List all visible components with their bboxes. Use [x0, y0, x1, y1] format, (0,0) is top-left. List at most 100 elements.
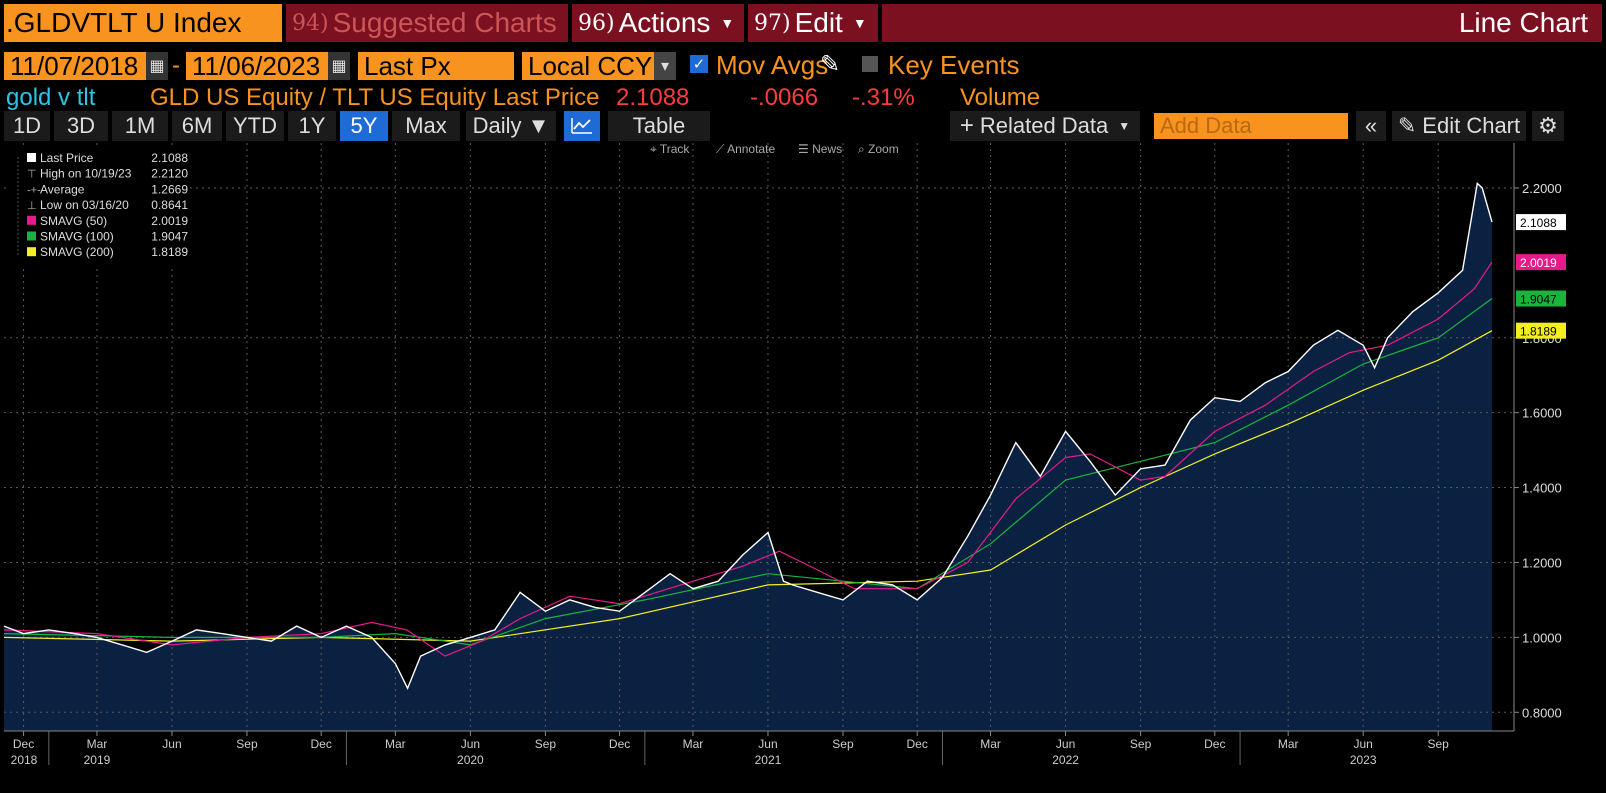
security-short-name: gold v tlt [6, 84, 96, 111]
add-data-input[interactable]: Add Data [1154, 113, 1348, 139]
series-line-smavg100 [3, 298, 1493, 646]
suggested-charts-number: 94) [292, 10, 329, 36]
ticker-field[interactable]: .GLDVTLT U Index [4, 4, 282, 42]
suggested-charts-label: Suggested Charts [332, 7, 557, 38]
x-tick-label: Sep [535, 737, 557, 751]
y-tick-label: 0.8000 [1522, 705, 1562, 720]
x-tick-label: Jun [1056, 737, 1075, 751]
price-field-select[interactable]: Last Px [358, 51, 514, 81]
currency-select[interactable]: Local CCY [522, 51, 654, 81]
y-tick-label: 1.4000 [1522, 481, 1562, 496]
legend-label: Low on 03/16/20 [40, 198, 129, 212]
chart-type-title: Line Chart [882, 4, 1602, 42]
legend-marker [27, 153, 36, 162]
end-value-badge [1516, 322, 1566, 339]
legend-label: Average [40, 182, 85, 196]
related-data-button[interactable]: + Related Data ▼ [950, 111, 1140, 141]
legend-value: 2.2120 [151, 167, 188, 181]
range-button-ytd[interactable]: YTD [226, 111, 284, 141]
frequency-select[interactable]: Daily ▼ [466, 111, 556, 141]
key-events-checkbox[interactable] [862, 56, 878, 72]
edit-menu[interactable]: 97) Edit ▼ [748, 4, 878, 42]
legend-value: 1.8189 [151, 245, 188, 259]
related-data-label: Related Data [979, 113, 1109, 138]
calendar-icon[interactable]: ▦ [328, 52, 350, 80]
x-tick-label: Dec [907, 737, 928, 751]
line-chart-svg[interactable]: 2.20001.80001.60001.40001.20001.00000.80… [0, 142, 1606, 788]
x-tick-label: Jun [1353, 737, 1372, 751]
chart-tool-annotate[interactable]: ⟋ Annotate [716, 142, 775, 156]
legend-label: High on 10/19/23 [40, 167, 132, 181]
end-value-label: 2.1088 [1520, 216, 1557, 230]
start-date-input[interactable]: 11/07/2018 [4, 51, 146, 81]
line-chart-icon[interactable] [564, 111, 600, 141]
volume-label: Volume [960, 84, 1041, 111]
title-bar: .GLDVTLT U Index 94) Suggested Charts 96… [0, 0, 1606, 44]
end-value-badge [1516, 254, 1566, 271]
end-value-badge [1516, 214, 1566, 231]
edit-chart-button[interactable]: ✎ Edit Chart [1392, 111, 1526, 141]
key-events-label: Key Events [888, 50, 1020, 80]
legend-label: SMAVG (200) [40, 245, 114, 259]
series-line-smavg200 [3, 330, 1493, 642]
caret-down-icon: ▼ [720, 15, 735, 31]
year-label: 2022 [1052, 753, 1079, 767]
end-value-label: 1.8189 [1520, 325, 1557, 339]
year-label: 2018 [11, 753, 38, 767]
change-value: -.0066 [750, 84, 819, 111]
x-tick-label: Mar [980, 737, 1001, 751]
x-tick-label: Dec [1204, 737, 1225, 751]
range-button-3d[interactable]: 3D [54, 111, 108, 141]
year-label: 2023 [1350, 753, 1377, 767]
y-tick-label: 1.6000 [1522, 406, 1562, 421]
end-value-label: 1.9047 [1520, 293, 1557, 307]
x-tick-label: Sep [236, 737, 258, 751]
mov-avgs-checkbox[interactable]: ✓ [690, 55, 708, 73]
range-button-6m[interactable]: 6M [172, 111, 222, 141]
range-button-1m[interactable]: 1M [112, 111, 168, 141]
range-button-1y[interactable]: 1Y [288, 111, 336, 141]
chart-tool-zoom[interactable]: ⌕ Zoom [858, 142, 899, 156]
year-label: 2019 [84, 753, 111, 767]
legend-value: 2.1088 [151, 151, 188, 165]
legend-marker [27, 215, 36, 225]
x-tick-label: Sep [1428, 737, 1450, 751]
chart-tool-track[interactable]: ⌖ Track [650, 142, 690, 156]
suggested-charts-button[interactable]: 94) Suggested Charts [286, 4, 568, 42]
end-value-badge [1516, 290, 1566, 307]
legend-marker: -+- [27, 184, 41, 196]
edit-number: 97) [754, 10, 791, 36]
range-button-5y[interactable]: 5Y [340, 111, 388, 141]
range-button-1d[interactable]: 1D [4, 111, 50, 141]
range-button-max[interactable]: Max [392, 111, 460, 141]
chart-area[interactable]: 2.20001.80001.60001.40001.20001.00000.80… [0, 142, 1606, 788]
series-line-price [3, 182, 1493, 691]
end-date-input[interactable]: 11/06/2023 [186, 51, 328, 81]
legend-label: Last Price [40, 151, 94, 165]
calendar-icon[interactable]: ▦ [146, 52, 168, 80]
x-tick-label: Sep [1130, 737, 1152, 751]
date-separator: - [172, 52, 180, 79]
legend-label: SMAVG (50) [40, 214, 107, 228]
table-button[interactable]: Table [608, 111, 710, 141]
pencil-icon: ✎ [1397, 113, 1417, 138]
pencil-icon[interactable]: ✎ [820, 51, 841, 78]
caret-down-icon: ▼ [1118, 119, 1131, 133]
last-value: 2.1088 [616, 84, 690, 111]
legend-marker [27, 247, 36, 257]
gear-icon[interactable]: ⚙ [1532, 111, 1564, 141]
x-tick-label: Mar [1278, 737, 1299, 751]
legend-marker: ⊥ [27, 200, 37, 212]
x-tick-label: Mar [385, 737, 406, 751]
chevron-down-icon[interactable]: ▾ [654, 52, 676, 80]
year-label: 2020 [457, 753, 484, 767]
pct-change-value: -.31% [852, 84, 915, 111]
year-label: 2021 [755, 753, 782, 767]
security-description: GLD US Equity / TLT US Equity Last Price [150, 84, 600, 111]
chart-tool-news[interactable]: ☰ News [798, 142, 842, 156]
x-tick-label: Dec [310, 737, 331, 751]
collapse-left-icon[interactable]: « [1356, 111, 1386, 141]
range-toolbar: 1D 3D 1M 6M YTD 1Y 5Y Max Daily ▼ Table + Relat… [4, 111, 1602, 143]
actions-menu[interactable]: 96) Actions ▼ [572, 4, 744, 42]
x-tick-label: Sep [832, 737, 854, 751]
